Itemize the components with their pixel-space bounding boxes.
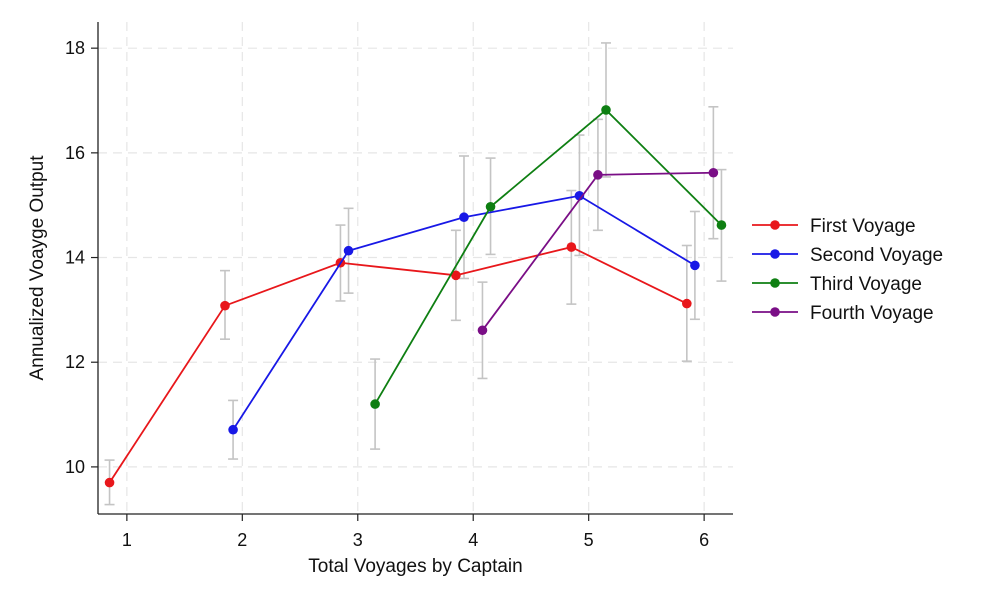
y-tick-label: 16 [65,143,85,163]
y-tick-label: 18 [65,38,85,58]
series-line [108,246,688,484]
data-point [220,300,230,311]
data-point [690,260,700,271]
legend-label: Second Voyage [810,245,943,266]
series-line [374,108,723,405]
legend-item: Fourth Voyage [752,303,934,324]
data-point [459,212,469,223]
y-tick-label: 10 [65,457,85,477]
x-axis-title: Total Voyages by Captain [308,556,522,577]
data-point [601,105,611,115]
legend-label: Fourth Voyage [810,303,934,324]
data-point [485,201,496,212]
data-point [451,270,461,281]
data-point [716,220,727,230]
legend-swatch-point [770,249,780,259]
data-point [343,245,354,256]
data-point [708,167,719,178]
x-tick-label: 2 [237,530,247,550]
legend-item: Second Voyage [752,245,943,266]
legend: First Voyage Second Voyage Third Voyage Fou… [752,216,943,324]
data-point [477,325,488,336]
errorbar-layer [104,42,727,506]
legend-label: Third Voyage [810,274,922,295]
data-point [104,477,115,488]
axes-layer [97,22,733,515]
y-tick-label: 14 [65,248,85,268]
series-first-voyage [104,242,692,488]
series-third-voyage [370,105,727,409]
series-layer [104,105,727,488]
legend-swatch-point [770,278,780,288]
data-point [566,242,577,252]
y-tick-label: 12 [65,352,85,372]
x-tick-label: 4 [468,530,478,550]
legend-swatch-point [770,307,780,317]
x-tick-label: 5 [584,530,594,550]
x-tick-label: 1 [122,530,132,550]
legend-label: First Voyage [810,216,916,237]
series-second-voyage [228,190,700,435]
y-axis-title: Annualized Voayge Output [27,155,48,381]
grid-layer [98,22,733,514]
legend-swatch-point [770,220,780,230]
legend-item: Third Voyage [752,274,922,295]
data-point [682,298,692,309]
data-point [593,170,603,180]
x-tick-label: 3 [353,530,363,550]
legend-item: First Voyage [752,216,916,237]
data-point [228,424,238,435]
series-fourth-voyage [477,167,719,336]
data-point [574,190,585,201]
x-tick-label: 6 [699,530,709,550]
data-point [370,399,380,409]
